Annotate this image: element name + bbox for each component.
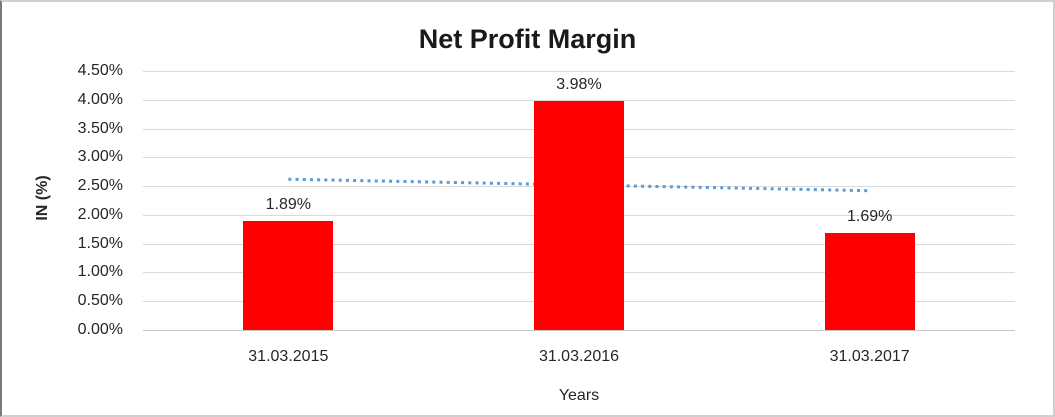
y-tick-label: 3.50% (77, 119, 123, 137)
plot-area: 1.89% 3.98% 1.69% (143, 71, 1015, 331)
y-tick-label: 2.50% (77, 177, 123, 195)
y-tick-label: 0.50% (77, 292, 123, 310)
x-tick-label: 31.03.2017 (829, 348, 910, 365)
gridline (143, 330, 1015, 331)
bar-value-label: 1.89% (265, 196, 312, 214)
bar-31.03.2016 (533, 100, 624, 330)
chart-title: Net Profit Margin (418, 24, 637, 54)
y-tick-label: 2.00% (77, 205, 123, 223)
x-axis-title: Years (558, 387, 600, 404)
gridline (143, 99, 1015, 101)
y-tick-label: 4.50% (77, 62, 123, 79)
bar-31.03.2015 (243, 221, 334, 330)
gridline (143, 71, 1015, 72)
x-tick-label: 31.03.2015 (248, 348, 329, 365)
y-tick-label: 0.00% (77, 321, 123, 338)
bar-value-label: 3.98% (556, 75, 602, 93)
y-tick-label: 4.00% (77, 90, 123, 108)
y-tick-label: 1.00% (77, 263, 123, 281)
bar-value-label: 1.69% (846, 207, 893, 225)
bar-slot: 1.69% (724, 71, 1015, 330)
bar-31.03.2017 (824, 232, 915, 330)
y-tick-label: 3.00% (77, 148, 123, 166)
x-tick-label: 31.03.2016 (538, 348, 620, 365)
bar-slot: 1.89% (143, 71, 434, 330)
bar-slot: 3.98% (434, 71, 725, 330)
y-tick-label: 1.50% (77, 234, 123, 252)
